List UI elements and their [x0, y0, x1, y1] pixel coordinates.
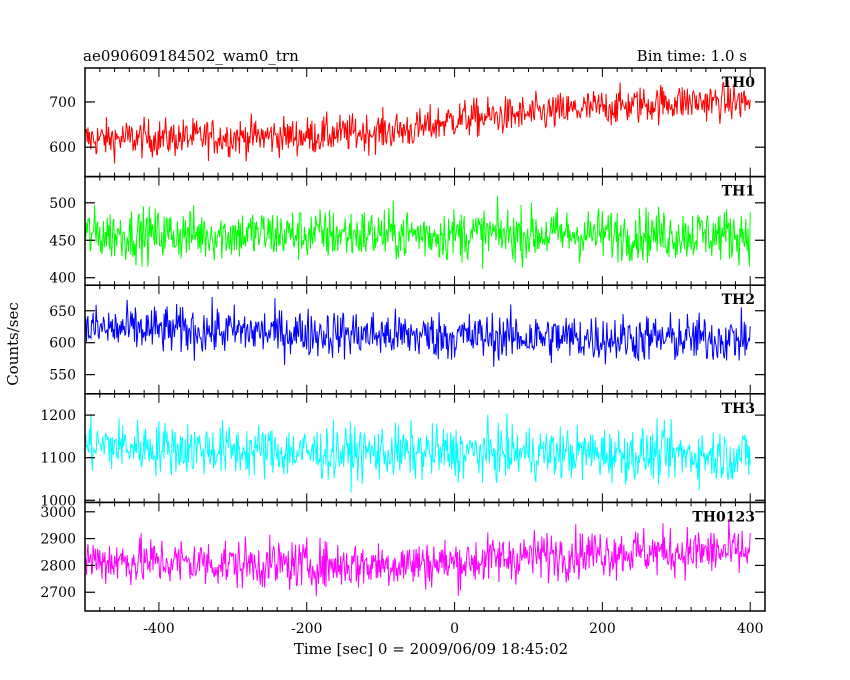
x-tick-label: 200 [589, 621, 616, 637]
y-tick-label: 600 [49, 140, 76, 156]
panel-label-th1: TH1 [722, 184, 755, 200]
panel-frame [84, 501, 766, 612]
x-tick-label: -200 [291, 621, 322, 637]
y-tick-label: 1100 [40, 451, 76, 467]
series-th0 [85, 80, 751, 164]
y-tick-label: 1000 [40, 493, 76, 509]
panel-label-th2: TH2 [722, 292, 755, 308]
chart-title: ae090609184502_wam0_trn [83, 47, 299, 65]
panel-label-th0123: TH0123 [692, 509, 755, 525]
panel-label-th0: TH0 [722, 75, 756, 91]
x-axis-label: Time [sec] 0 = 2009/06/09 18:45:02 [294, 640, 568, 658]
y-tick-label: 2900 [40, 532, 76, 548]
x-tick-label: 0 [450, 621, 459, 637]
bin-time-label: Bin time: 1.0 s [637, 47, 747, 65]
y-tick-label: 500 [49, 196, 76, 212]
panels-group: 600 700 TH0 400 450 500 TH1 550 600 650 TH2 1000 110… [40, 67, 766, 637]
y-tick-label: 650 [49, 304, 76, 320]
y-axis-label: Counts/sec [4, 302, 22, 386]
x-tick-label: 400 [737, 621, 764, 637]
series-th1 [85, 196, 751, 269]
y-tick-label: 1200 [40, 408, 76, 424]
y-tick-label: 3000 [40, 505, 76, 521]
y-tick-label: 2800 [40, 558, 76, 574]
series-th0123 [85, 519, 751, 597]
x-tick-label: -400 [143, 621, 174, 637]
y-tick-label: 600 [49, 336, 76, 352]
panel-label-th3: TH3 [722, 401, 755, 417]
y-tick-label: 2700 [40, 585, 76, 601]
y-tick-label: 700 [49, 95, 76, 111]
y-tick-label: 400 [49, 271, 76, 287]
series-th3 [85, 413, 751, 493]
y-tick-label: 550 [49, 368, 76, 384]
series-th2 [85, 297, 751, 367]
y-tick-label: 450 [49, 233, 76, 249]
